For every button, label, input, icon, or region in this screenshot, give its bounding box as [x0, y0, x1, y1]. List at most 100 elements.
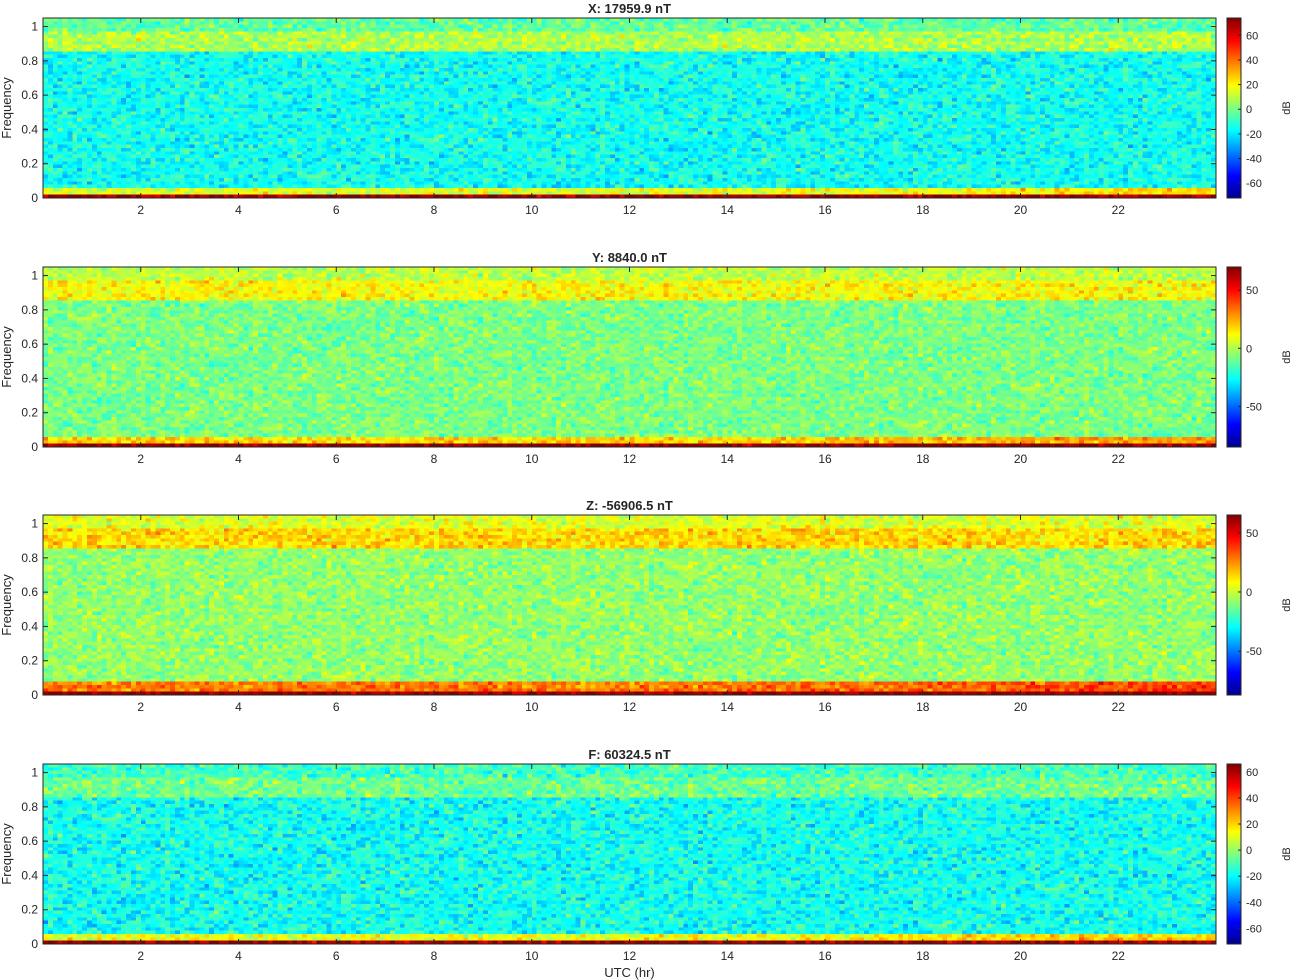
- colorbar-tick-label: 50: [1246, 528, 1258, 540]
- x-tick-label: 8: [431, 949, 438, 963]
- y-tick-label: 1: [31, 20, 38, 34]
- x-tick-label: 20: [1014, 949, 1028, 963]
- colorbar: 60 40 20 0 -20 -40 -60 dB: [1226, 17, 1293, 199]
- colorbar-tick-label: -50: [1246, 401, 1262, 413]
- colorbar-tick-label: -50: [1246, 646, 1262, 658]
- x-tick-label: 10: [525, 700, 539, 714]
- y-tick-label: 1: [31, 517, 38, 531]
- y-tick-label: 0.6: [21, 834, 38, 848]
- colorbar-tick-label: 40: [1246, 55, 1258, 67]
- x-tick-label: 12: [623, 949, 637, 963]
- x-tick-label: 22: [1112, 203, 1126, 217]
- x-tick-label: 8: [431, 452, 438, 466]
- y-tick-label: 0.2: [21, 654, 38, 668]
- colorbar-tick-label: -60: [1246, 923, 1262, 935]
- y-tick-label: 0: [31, 440, 38, 454]
- x-tick-label: 22: [1112, 700, 1126, 714]
- colorbar-gradient: [1226, 17, 1242, 199]
- colorbar-tick-label: 20: [1246, 80, 1258, 92]
- x-tick-label: 8: [431, 203, 438, 217]
- x-tick-label: 10: [525, 203, 539, 217]
- spectrogram-image: [43, 18, 1216, 198]
- x-tick-label: 20: [1014, 452, 1028, 466]
- panel-0: 2 4 6 8 10 12 14 16 18 20 22 0 0.2 0.4 0.6 0.8 1 X: 17959…: [0, 1, 1293, 217]
- y-tick-label: 0.4: [21, 122, 38, 136]
- colorbar-tick-label: -40: [1246, 154, 1262, 166]
- spectrogram-image: [43, 267, 1216, 447]
- colorbar-tick-label: -20: [1246, 129, 1262, 141]
- y-tick-label: 0: [31, 688, 38, 702]
- colorbar-label: dB: [1281, 350, 1293, 363]
- x-tick-label: 4: [235, 452, 242, 466]
- colorbar-gradient: [1226, 514, 1242, 696]
- y-axis-label: Frequency: [0, 574, 14, 636]
- x-tick-label: 14: [721, 949, 735, 963]
- x-tick-label: 22: [1112, 949, 1126, 963]
- y-tick-label: 0.8: [21, 800, 38, 814]
- x-tick-label: 2: [137, 700, 144, 714]
- colorbar-gradient: [1226, 763, 1242, 945]
- x-tick-label: 16: [818, 700, 832, 714]
- x-tick-label: 14: [721, 700, 735, 714]
- x-tick-label: 16: [818, 203, 832, 217]
- x-tick-label: 6: [333, 452, 340, 466]
- y-tick-label: 1: [31, 766, 38, 780]
- y-tick-label: 0.4: [21, 868, 38, 882]
- x-tick-label: 22: [1112, 452, 1126, 466]
- colorbar-tick-label: 20: [1246, 819, 1258, 831]
- y-tick-label: 0: [31, 937, 38, 951]
- x-tick-label: 2: [137, 203, 144, 217]
- spectrogram-image: [43, 515, 1216, 695]
- panel-title: Z: -56906.5 nT: [586, 498, 673, 513]
- x-tick-label: 4: [235, 949, 242, 963]
- x-tick-label: 4: [235, 700, 242, 714]
- colorbar-tick-label: 0: [1246, 343, 1252, 355]
- x-tick-label: 6: [333, 203, 340, 217]
- panel-1: 2 4 6 8 10 12 14 16 18 20 22 0 0.2 0.4 0.6 0.8 1 Y: 8840.…: [0, 250, 1293, 466]
- panel-3: 2 4 6 8 10 12 14 16 18 20 22 0 0.2 0.4 0.6 0.8 1 F: 60324…: [0, 747, 1293, 980]
- colorbar: 60 40 20 0 -20 -40 -60 dB: [1226, 763, 1293, 945]
- x-tick-label: 18: [916, 452, 930, 466]
- x-tick-label: 16: [818, 949, 832, 963]
- x-axis-label: UTC (hr): [604, 965, 655, 980]
- y-tick-label: 0.4: [21, 371, 38, 385]
- colorbar: 50 0 -50 dB: [1226, 514, 1293, 696]
- colorbar-label: dB: [1281, 101, 1293, 114]
- y-tick-label: 0.2: [21, 157, 38, 171]
- y-tick-label: 0.2: [21, 903, 38, 917]
- x-tick-label: 4: [235, 203, 242, 217]
- x-tick-label: 2: [137, 949, 144, 963]
- colorbar-tick-label: 60: [1246, 767, 1258, 779]
- x-tick-label: 16: [818, 452, 832, 466]
- colorbar-tick-label: 60: [1246, 30, 1258, 42]
- y-tick-label: 0.4: [21, 619, 38, 633]
- colorbar-tick-label: -40: [1246, 897, 1262, 909]
- y-tick-label: 0: [31, 191, 38, 205]
- y-tick-label: 0.2: [21, 406, 38, 420]
- x-tick-label: 18: [916, 700, 930, 714]
- y-tick-label: 0.6: [21, 88, 38, 102]
- panel-title: X: 17959.9 nT: [588, 1, 671, 16]
- x-tick-label: 6: [333, 700, 340, 714]
- colorbar: 50 0 -50 dB: [1226, 266, 1293, 448]
- y-axis-label: Frequency: [0, 823, 14, 885]
- x-tick-label: 20: [1014, 700, 1028, 714]
- x-tick-label: 6: [333, 949, 340, 963]
- spectrogram-image: [43, 764, 1216, 944]
- x-tick-label: 8: [431, 700, 438, 714]
- x-tick-label: 12: [623, 452, 637, 466]
- colorbar-tick-label: 0: [1246, 104, 1252, 116]
- colorbar-tick-label: 0: [1246, 587, 1252, 599]
- panel-title: Y: 8840.0 nT: [592, 250, 667, 265]
- y-tick-label: 0.8: [21, 303, 38, 317]
- x-tick-label: 2: [137, 452, 144, 466]
- y-tick-label: 0.6: [21, 337, 38, 351]
- x-tick-label: 18: [916, 949, 930, 963]
- y-axis-label: Frequency: [0, 77, 14, 139]
- y-tick-label: 1: [31, 269, 38, 283]
- y-axis-label: Frequency: [0, 326, 14, 388]
- x-tick-label: 10: [525, 452, 539, 466]
- colorbar-label: dB: [1281, 598, 1293, 611]
- x-tick-label: 10: [525, 949, 539, 963]
- colorbar-tick-label: -20: [1246, 871, 1262, 883]
